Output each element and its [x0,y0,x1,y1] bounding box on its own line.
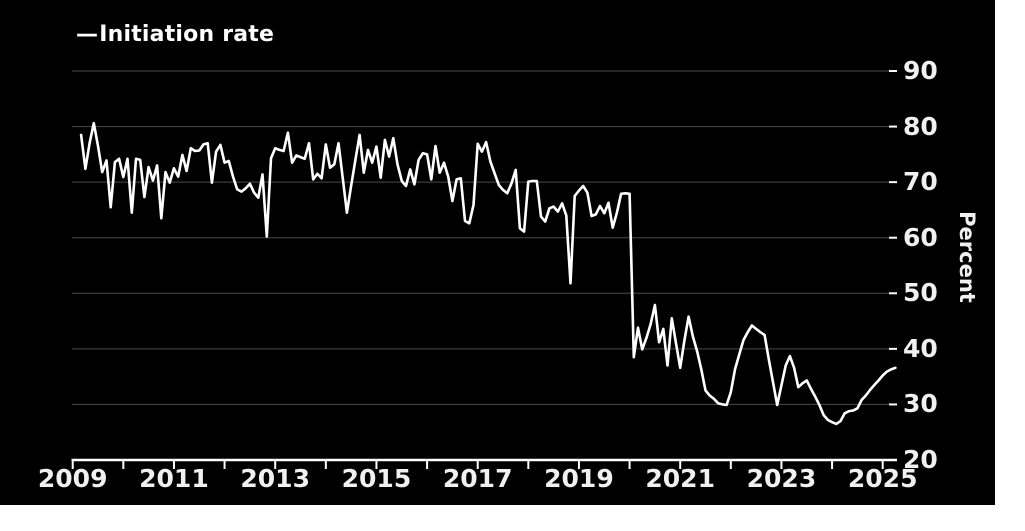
x-tick-label-2019: 2019 [544,464,614,493]
legend-series-label: Initiation rate [99,22,275,47]
x-tick-label-2009: 2009 [37,464,108,493]
x-tick-label-2013: 2013 [240,464,310,493]
x-tick-label-2025: 2025 [847,464,918,493]
y-tick-label-60: 60 [903,222,938,252]
legend-line-marker: — [76,22,99,47]
y-tick-label-70: 70 [903,167,938,197]
initiation-rate-line [79,121,897,426]
y-tick-label-50: 50 [903,278,938,308]
legend: —Initiation rate [76,22,274,47]
chart-figure: —Initiation rate Percent 90 80 70 60 50 40 30 2… [0,0,995,505]
plot-canvas [71,70,897,469]
x-tick-label-2017: 2017 [442,464,513,493]
y-tick-label-30: 30 [903,389,938,419]
x-tick-label-2023: 2023 [746,464,817,493]
y-tick-label-20: 20 [903,445,938,474]
y-tick-label-90: 90 [903,56,938,85]
x-tick-label-2015: 2015 [341,464,412,493]
x-tick-label-2011: 2011 [139,464,209,493]
x-tick-label-2021: 2021 [645,464,715,493]
y-tick-label-80: 80 [903,111,938,141]
y-tick-label-40: 40 [903,333,938,363]
